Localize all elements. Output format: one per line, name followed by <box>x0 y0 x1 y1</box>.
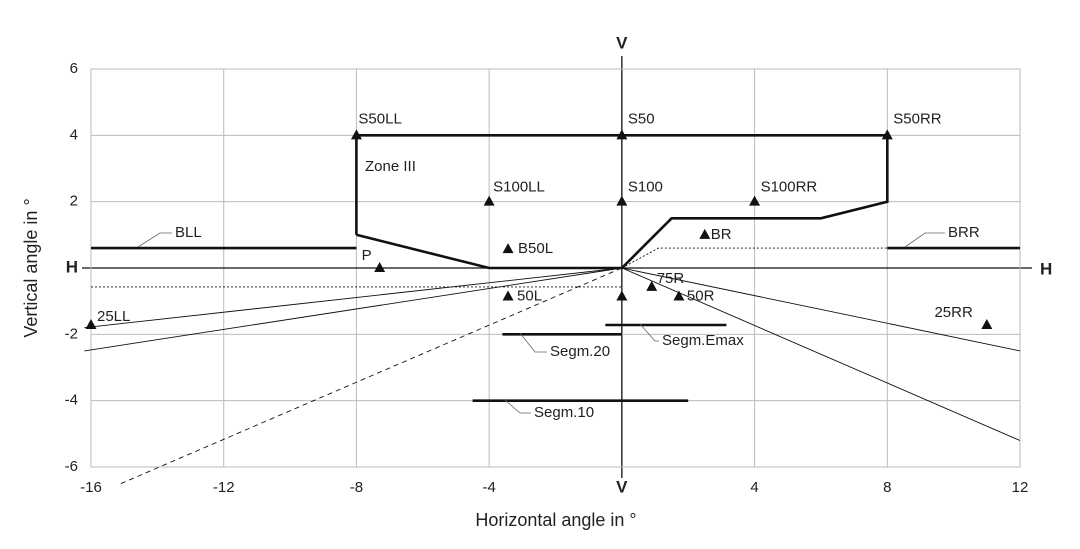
line-label: BLL <box>175 224 202 241</box>
test-point <box>616 290 628 301</box>
point-label: 75R <box>657 270 685 287</box>
leader-line <box>639 323 659 342</box>
leader-line <box>519 332 547 353</box>
x-axis-label: Horizontal angle in ° <box>475 510 636 530</box>
line-label: Segm.Emax <box>662 332 744 349</box>
y-axis-label: Vertical angle in ° <box>21 198 41 337</box>
x-tick-label: -16 <box>80 479 102 496</box>
leader-line <box>504 399 531 414</box>
line-label: Segm.10 <box>534 404 594 421</box>
point-label: P <box>362 247 372 264</box>
point-label: S100 <box>628 179 663 196</box>
test-point <box>881 129 893 140</box>
point-label: S100LL <box>493 179 545 196</box>
line <box>621 267 1021 441</box>
point-label: S50RR <box>893 110 942 127</box>
test-point <box>616 195 628 206</box>
plot-frame <box>90 68 1021 468</box>
x-tick-label: -8 <box>350 479 363 496</box>
point-label: BR <box>711 226 732 243</box>
y-tick-label: 6 <box>70 60 78 77</box>
y-tick-label: 4 <box>70 126 78 143</box>
h-axis-label: H <box>1040 259 1052 278</box>
point-label: 50L <box>517 287 542 304</box>
point-label: 50R <box>687 287 715 304</box>
line <box>621 247 888 269</box>
test-point <box>374 262 386 272</box>
test-point <box>699 228 711 239</box>
v-axis-label: V <box>616 33 628 52</box>
point-label: B50L <box>518 240 553 257</box>
x-tick-label: -4 <box>482 479 495 496</box>
y-tick-label: -6 <box>65 458 78 475</box>
test-point <box>981 319 993 330</box>
y-tick-label: -2 <box>65 325 78 342</box>
test-point <box>85 319 97 330</box>
x-tick-label: -12 <box>213 479 235 496</box>
test-point <box>502 243 514 254</box>
leader-line <box>137 232 172 248</box>
point-label: S50 <box>628 110 655 127</box>
test-point <box>749 195 761 206</box>
line <box>355 134 889 270</box>
test-point <box>616 129 628 140</box>
test-point <box>673 290 685 301</box>
test-point <box>646 280 658 291</box>
line <box>120 267 623 485</box>
y-tick-label: -4 <box>65 392 78 409</box>
x-tick-label: 12 <box>1012 479 1029 496</box>
test-point <box>502 290 514 301</box>
line-label: BRR <box>948 224 980 241</box>
point-label: S50LL <box>358 110 401 127</box>
point-label: 25LL <box>97 308 130 325</box>
zone-label: Zone III <box>365 158 416 175</box>
y-tick-label: 2 <box>70 193 78 210</box>
line <box>84 267 622 352</box>
point-label: S100RR <box>761 179 818 196</box>
test-point <box>350 129 362 140</box>
x-tick-label: 8 <box>883 479 891 496</box>
point-label: 25RR <box>934 304 973 321</box>
line <box>84 267 622 329</box>
leader-line <box>904 232 945 248</box>
x-tick-label: V <box>616 477 628 496</box>
test-point <box>483 195 495 206</box>
line <box>621 267 1021 352</box>
y-tick-label: H <box>66 257 78 276</box>
x-tick-label: 4 <box>750 479 758 496</box>
line-label: Segm.20 <box>550 343 610 360</box>
